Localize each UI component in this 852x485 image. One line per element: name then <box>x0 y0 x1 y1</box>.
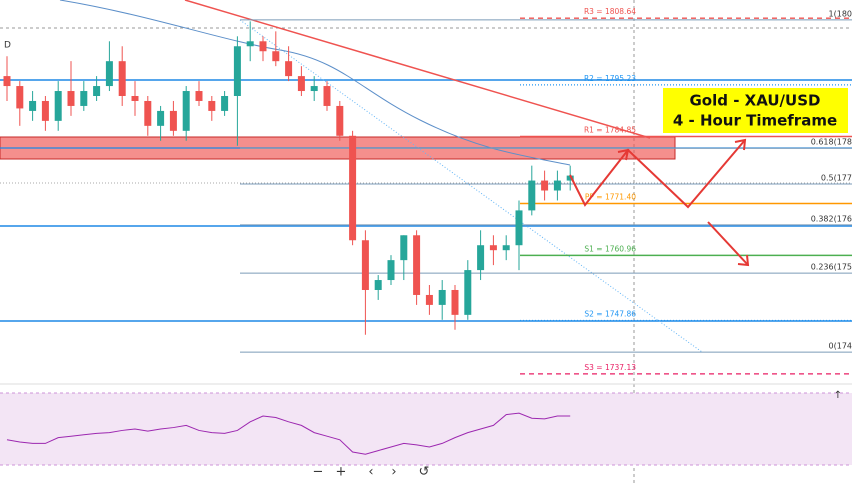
pivot-label: S3 = 1737.13 <box>584 363 636 372</box>
arrow-head <box>737 254 750 267</box>
pivot-label: R3 = 1808.64 <box>584 7 636 16</box>
collapse-button[interactable]: ↑ <box>834 390 842 401</box>
candle-body <box>477 245 485 271</box>
arrow-head <box>734 138 747 151</box>
fib-label: 0.382(176 <box>811 214 852 223</box>
candle-body <box>451 289 459 315</box>
candle-body <box>464 270 472 315</box>
candle-body <box>285 61 293 77</box>
candle-body <box>438 289 446 305</box>
forecast-arrows <box>569 138 750 267</box>
pivot-label: R2 = 1795.23 <box>584 74 636 83</box>
forecast-path <box>707 221 749 266</box>
candle-body <box>246 41 254 47</box>
candle-body <box>3 76 11 87</box>
candle-body <box>118 61 126 96</box>
annotation-box <box>663 88 848 133</box>
pivot-label: R1 = 1784.85 <box>584 126 636 135</box>
candle-body <box>80 91 88 106</box>
candle-body <box>541 180 549 191</box>
scroll-left-button[interactable]: ‹ <box>368 465 373 480</box>
candle-body <box>425 294 433 305</box>
candle-body <box>310 86 318 92</box>
candle-body <box>528 180 536 211</box>
candle-body <box>93 86 101 96</box>
candle-body <box>29 100 37 111</box>
candle-body <box>259 41 267 52</box>
candle-body <box>157 110 165 126</box>
fib-label: 0.236(175 <box>811 263 852 272</box>
candle-body <box>67 91 75 106</box>
candle-body <box>41 100 49 121</box>
pivot-label: S2 = 1747.86 <box>584 310 636 319</box>
fib-label: 0.5(177 <box>821 174 852 183</box>
candle-body <box>182 91 190 131</box>
candle-body <box>502 245 510 251</box>
candle-body <box>349 135 357 241</box>
zoom-out-button[interactable]: − <box>313 465 324 480</box>
reset-button[interactable]: ↺ <box>419 465 430 480</box>
trend-line <box>184 0 651 139</box>
fib-label: 1(180 <box>829 9 852 18</box>
candle-body <box>413 235 421 295</box>
candle-body <box>233 46 241 96</box>
annotation-line: 4 - Hour Timeframe <box>673 112 837 130</box>
zoom-in-button[interactable]: + <box>336 465 347 480</box>
fib-trend-line <box>239 19 703 353</box>
pivot-group: R3 = 1808.64 R2 = 1795.23 R1 = 1784.85 PP =… <box>520 7 852 375</box>
candle-body <box>105 61 113 87</box>
rsi-line <box>6 412 571 455</box>
candle-body <box>144 100 152 126</box>
arrow-head <box>617 148 630 161</box>
scroll-right-button[interactable]: › <box>391 465 396 480</box>
annotation-line: Gold - XAU/USD <box>690 92 821 110</box>
candle-body <box>16 86 24 109</box>
candle-body <box>336 105 344 136</box>
candle-body <box>515 210 523 246</box>
fib-label: 0.618(178 <box>811 138 852 147</box>
candle-body <box>489 245 497 251</box>
candle-body <box>361 240 369 290</box>
interval-marker: D <box>4 41 11 51</box>
pivot-label: PP = 1771.40 <box>585 192 636 201</box>
candle-body <box>553 180 561 191</box>
candle-body <box>208 100 216 111</box>
candle-body <box>169 110 177 131</box>
candle-body <box>54 91 62 121</box>
candle-group <box>3 21 574 335</box>
candle-body <box>195 91 203 101</box>
candle-body <box>387 260 395 281</box>
pivot-label: S1 = 1760.96 <box>584 244 636 253</box>
rsi-pane <box>0 393 852 465</box>
candle-body <box>323 86 331 106</box>
candle-body <box>400 235 408 261</box>
candle-body <box>272 51 280 62</box>
candle-body <box>131 95 139 101</box>
candle-body <box>374 280 382 290</box>
candle-body <box>566 175 574 181</box>
fib-label: 0(174 <box>829 342 852 351</box>
candle-body <box>297 76 305 92</box>
candle-body <box>221 95 229 111</box>
